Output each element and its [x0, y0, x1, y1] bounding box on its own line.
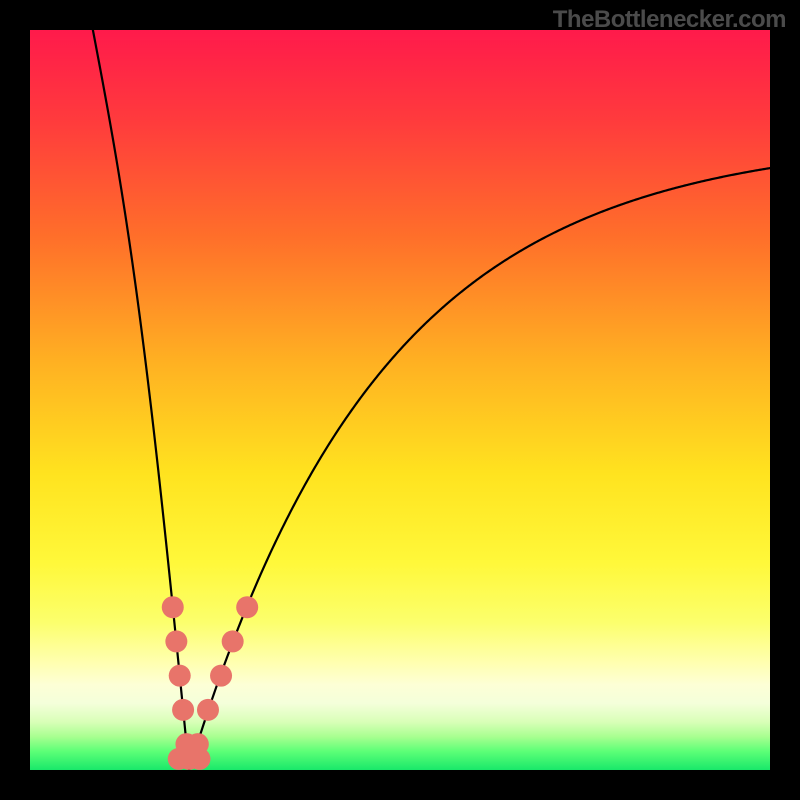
- curve-marker: [222, 630, 244, 652]
- curve-marker: [188, 748, 210, 770]
- watermark-text: TheBottlenecker.com: [553, 6, 786, 34]
- curve-marker: [162, 596, 184, 618]
- plot-background: [30, 30, 770, 770]
- curve-marker: [165, 630, 187, 652]
- curve-marker: [197, 699, 219, 721]
- curve-marker: [236, 596, 258, 618]
- bottleneck-chart: [0, 0, 800, 800]
- curve-marker: [169, 665, 191, 687]
- curve-marker: [210, 665, 232, 687]
- curve-marker: [172, 699, 194, 721]
